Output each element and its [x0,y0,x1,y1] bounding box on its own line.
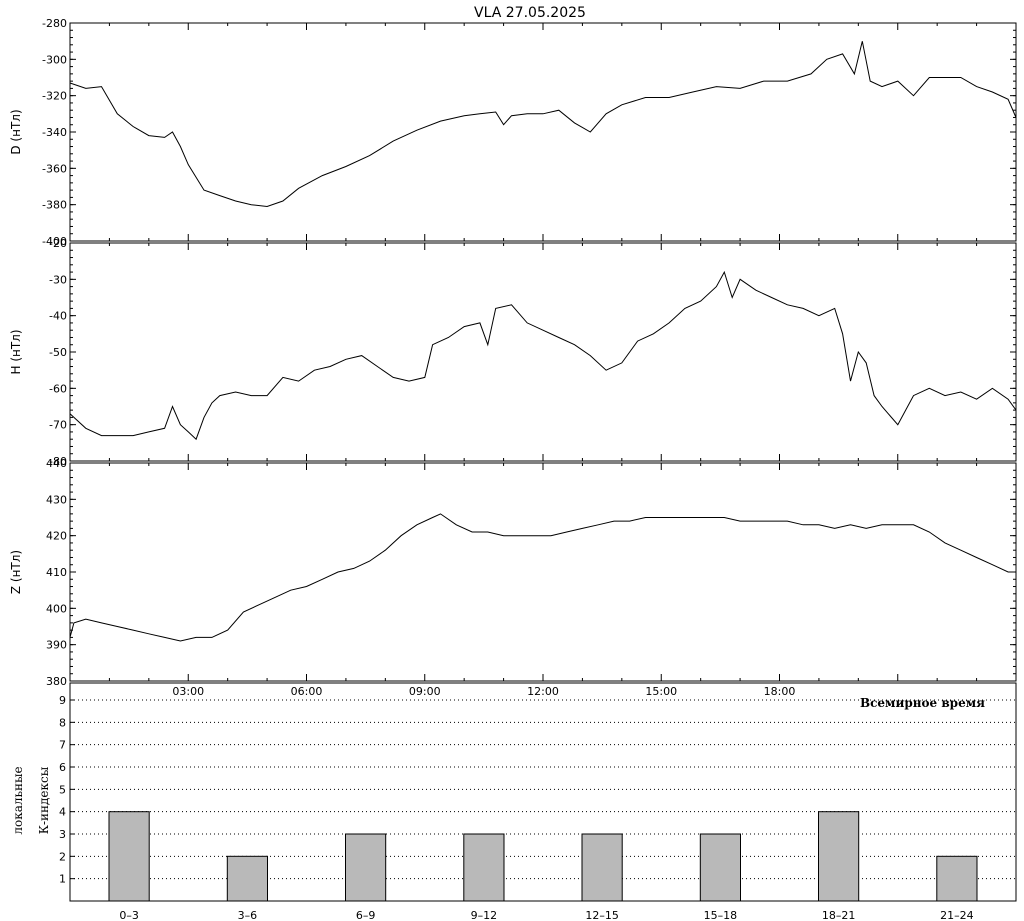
k-category-label: 3–6 [238,909,258,921]
ytick-label: -360 [42,162,67,175]
ytick-label: -400 [42,235,67,248]
ytick-label: 2 [59,850,66,863]
k-category-label: 21–24 [940,909,974,921]
figure-title: VLA 27.05.2025 [474,5,586,21]
k-index-bar [936,855,978,902]
time-tick-label: 03:00 [172,685,204,698]
ytick-label: -60 [49,382,67,395]
bottom-axis-label: Всемирное время [860,696,985,710]
ytick-label: -380 [42,199,67,212]
ytick-label: 390 [46,639,67,652]
ylabel-k: К-индексы [37,766,51,834]
ytick-label: 420 [46,530,67,543]
k-index-bar [818,811,860,902]
ytick-label: -300 [42,53,67,66]
ylabel-d: D (нТл) [9,109,23,154]
ytick-label: -280 [42,17,67,30]
ytick-label: 430 [46,493,67,506]
k-index-bar [345,833,387,902]
plot-frame-z [69,462,1017,682]
ytick-label: 440 [46,457,67,470]
ytick-label: -340 [42,126,67,139]
k-category-label: 6–9 [356,909,376,921]
series-line-h [69,270,1017,441]
plot-frame-d [69,22,1017,242]
panel-h: -80 -70 -60 -50 -40 -30 -20 H (нТл) [9,237,1017,468]
ytick-label: 400 [46,602,67,615]
plot-frame-k [69,682,1017,902]
series-line-d [69,41,1017,208]
panel-k-index: 1 2 3 4 5 6 7 8 9 0–3 3–6 6–9 9–12 12–15 15–18 18–21 21–… [11,682,1017,921]
ylabel-h: H (нТл) [9,329,23,374]
ytick-label: 3 [59,828,66,841]
ytick-label: 8 [59,716,66,729]
panel-z: 380 390 400 410 420 430 440 Z (нТл) [9,457,1017,688]
ytick-label: -40 [49,310,67,323]
ylabel-k-upper: локальные [11,766,25,834]
ytick-label: -70 [49,419,67,432]
ytick-label: 6 [59,761,66,774]
ytick-label: -50 [49,346,67,359]
k-category-label: 12–15 [585,909,619,921]
time-tick-label: 18:00 [764,685,796,698]
ytick-label: 9 [59,694,66,707]
ytick-label: 380 [46,675,67,688]
ylabel-z: Z (нТл) [9,550,23,594]
ytick-label: 1 [59,873,66,886]
plot-frame-h [69,242,1017,462]
k-index-bar [108,811,150,902]
series-line-z [69,513,1016,642]
k-index-bar [581,833,623,902]
time-tick-label: 12:00 [527,685,559,698]
ytick-label: 4 [59,806,66,819]
panel-d: -400 -380 -360 -340 -320 -300 -280 D (нТл) [9,17,1017,248]
ytick-label: -320 [42,90,67,103]
ytick-label: 7 [59,739,66,752]
time-tick-label: 15:00 [645,685,677,698]
k-category-label: 15–18 [704,909,738,921]
k-category-label: 18–21 [822,909,856,921]
time-tick-label: 09:00 [409,685,441,698]
ytick-label: 5 [59,783,66,796]
ytick-label: -30 [49,273,67,286]
time-tick-label: 06:00 [291,685,323,698]
k-category-label: 9–12 [471,909,498,921]
ytick-label: 410 [46,566,67,579]
time-axis: 03:00 06:00 09:00 12:00 15:00 18:00 [172,685,795,698]
k-index-bar [463,833,505,902]
k-category-label: 0–3 [119,909,139,921]
ytick-label: -80 [49,455,67,468]
ytick-label: -20 [49,237,67,250]
k-index-bar [226,855,269,902]
k-index-bar [699,833,741,902]
